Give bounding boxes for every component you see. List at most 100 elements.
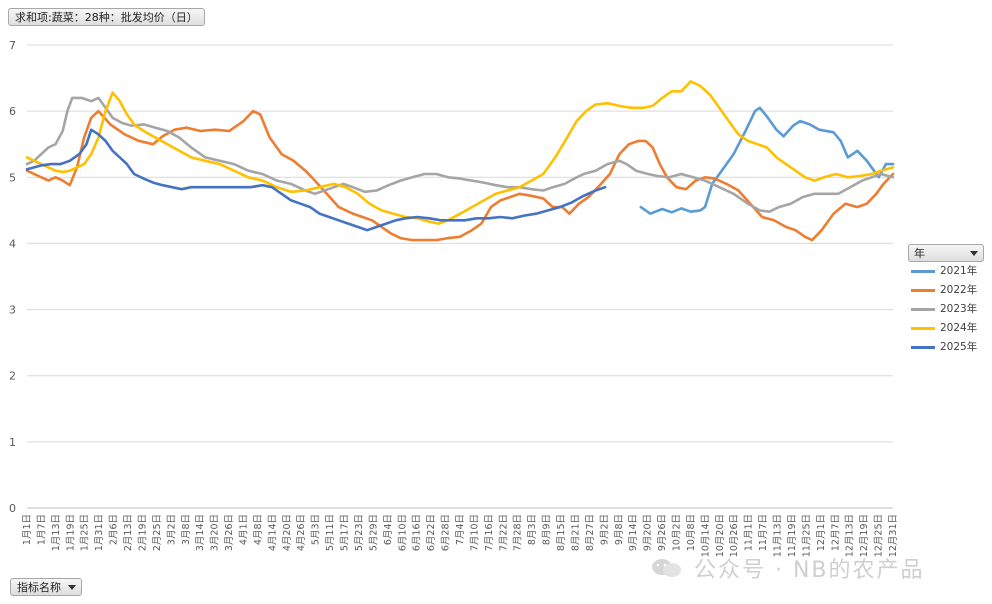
chevron-down-icon[interactable] [68,585,76,590]
x-tick-label: 2月6日 [109,514,120,545]
series-line [25,109,895,242]
legend-item: 2022年 [908,281,984,300]
x-tick-label: 4月1日 [239,514,250,545]
series-line [25,128,607,232]
x-tick-label: 5月23日 [354,514,365,551]
gridlines [27,44,893,509]
series-line [25,80,895,225]
legend-swatch [911,346,935,349]
x-tick-label: 12月7日 [830,514,841,551]
wechat-icon [652,559,681,577]
x-tick-label: 6月22日 [426,514,437,551]
legend-swatch [911,308,935,311]
x-axis: 1月1日 1月7日 1月13日 1月19日 1月25日 1月31日 2月6日 2月13日 2月1… [22,514,899,557]
legend-label: 2022年 [940,284,978,296]
x-tick-label: 5月17日 [340,514,351,551]
x-tick-label: 3月20日 [210,514,221,551]
y-tick-label: 1 [9,436,16,449]
x-tick-label: 11月1日 [744,514,755,551]
x-tick-label: 10月8日 [686,514,697,551]
x-tick-label: 11月7日 [758,514,769,551]
x-tick-label: 4月26日 [296,514,307,551]
x-tick-label: 6月4日 [383,514,394,545]
x-tick-label: 9月2日 [599,514,610,545]
chevron-down-icon[interactable] [970,251,978,256]
legend-title: 年 [914,247,925,260]
x-tick-label: 10月2日 [672,514,683,551]
legend-label: 2021年 [940,265,978,277]
x-tick-label: 7月28日 [513,514,524,551]
y-tick-label: 0 [9,502,16,515]
x-tick-label: 11月25日 [801,514,812,557]
y-tick-label: 7 [9,39,16,52]
legend-swatch [911,327,935,330]
x-tick-label: 2月25日 [152,514,163,551]
x-tick-label: 6月10日 [397,514,408,551]
x-tick-label: 6月28日 [441,514,452,551]
x-tick-label: 1月25日 [80,514,91,551]
x-tick-label: 1月1日 [22,514,33,545]
y-tick-label: 4 [9,237,16,250]
y-axis: 0 1 2 3 4 5 6 7 [9,39,16,515]
y-tick-label: 6 [9,105,16,118]
x-tick-label: 9月8日 [614,514,625,545]
x-tick-label: 4月20日 [282,514,293,551]
legend-swatch [911,289,935,292]
x-tick-label: 1月31日 [94,514,105,551]
x-tick-label: 7月10日 [469,514,480,551]
x-tick-label: 1月19日 [65,514,76,551]
x-tick-label: 3月26日 [224,514,235,551]
legend-filter-button[interactable]: 年 [908,244,984,262]
watermark-text: 公众号 · NB的农产品 [694,558,925,583]
x-tick-label: 12月25日 [874,514,885,557]
x-tick-label: 11月19日 [787,514,798,557]
x-tick-label: 9月20日 [643,514,654,551]
x-tick-label: 8月27日 [585,514,596,551]
axis-field-button[interactable]: 指标名称 [10,578,82,596]
x-tick-label: 5月11日 [325,514,336,551]
x-tick-label: 9月26日 [657,514,668,551]
legend-item: 2025年 [908,338,984,357]
x-tick-label: 4月8日 [253,514,264,545]
x-tick-label: 10月26日 [729,514,740,557]
legend-label: 2024年 [940,322,978,334]
y-tick-label: 5 [9,171,16,184]
x-tick-label: 10月14日 [700,514,711,557]
x-tick-label: 8月15日 [556,514,567,551]
x-tick-label: 12月31日 [888,514,899,557]
legend-label: 2023年 [940,303,978,315]
x-tick-label: 12月13日 [845,514,856,557]
axis-field-label: 指标名称 [17,581,61,594]
x-tick-label: 2月19日 [137,514,148,551]
legend-label: 2025年 [940,341,978,353]
x-tick-label: 5月29日 [368,514,379,551]
series-line [639,106,895,215]
legend-item: 2021年 [908,262,984,281]
x-tick-label: 12月1日 [816,514,827,551]
legend-swatch [911,270,935,273]
y-tick-label: 3 [9,304,16,317]
x-tick-label: 9月14日 [628,514,639,551]
y-tick-label: 2 [9,370,16,383]
value-field-button[interactable]: 求和项:蔬菜：28种：批发均价（日） [8,8,205,26]
series-lines [25,80,895,242]
x-tick-label: 7月16日 [484,514,495,551]
x-tick-label: 3月14日 [195,514,206,551]
x-tick-label: 11月13日 [773,514,784,557]
x-tick-label: 4月14日 [267,514,278,551]
x-tick-label: 1月7日 [36,514,47,545]
x-tick-label: 3月8日 [181,514,192,545]
x-tick-label: 7月22日 [498,514,509,551]
x-tick-label: 6月16日 [412,514,423,551]
legend-item: 2023年 [908,300,984,319]
legend-item: 2024年 [908,319,984,338]
x-tick-label: 8月21日 [570,514,581,551]
legend-items: 2021年 2022年 2023年 2024年 2025年 [908,262,984,357]
x-tick-label: 8月9日 [542,514,553,545]
x-tick-label: 7月4日 [455,514,466,545]
x-tick-label: 12月19日 [859,514,870,557]
series-line [25,96,895,213]
x-tick-label: 10月20日 [715,514,726,557]
x-tick-label: 5月3日 [311,514,322,545]
x-tick-label: 3月2日 [166,514,177,545]
